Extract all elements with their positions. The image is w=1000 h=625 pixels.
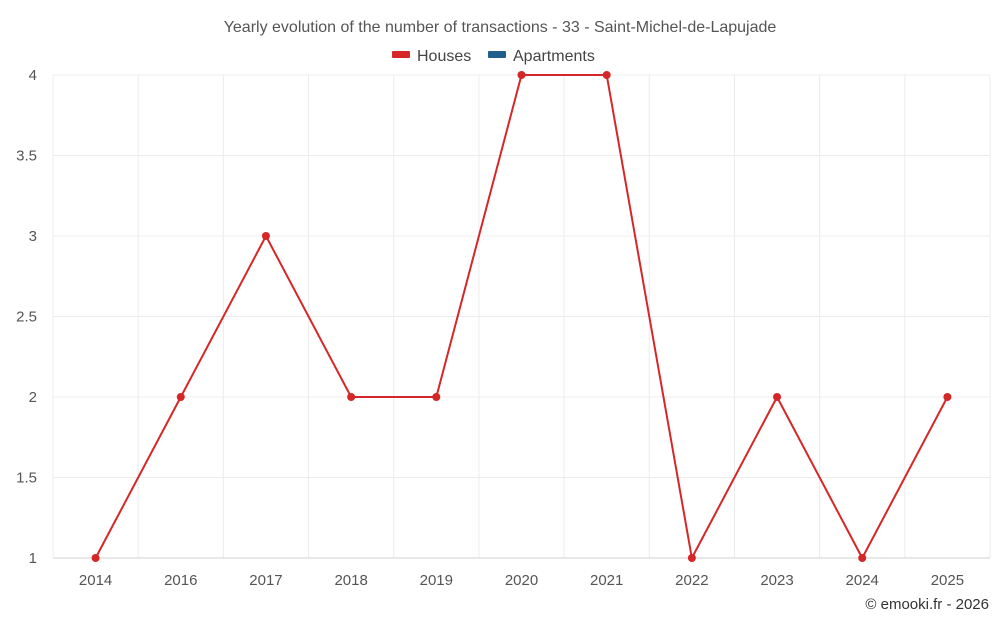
credit-text: © emooki.fr - 2026 <box>865 596 989 613</box>
legend-swatch <box>488 51 506 58</box>
chart-title: Yearly evolution of the number of transa… <box>224 19 777 36</box>
y-axis: 1 1.5 2 2.5 3 3.5 4 <box>16 67 37 567</box>
data-point[interactable] <box>687 554 696 562</box>
x-tick-label: 2016 <box>164 572 197 589</box>
legend: Houses Apartments <box>392 48 595 65</box>
x-tick-label: 2023 <box>760 572 793 589</box>
data-point[interactable] <box>773 393 782 401</box>
legend-label: Apartments <box>513 48 595 65</box>
x-tick-label: 2024 <box>846 572 879 589</box>
grid <box>52 74 991 558</box>
legend-label: Houses <box>417 48 471 65</box>
x-tick-label: 2014 <box>79 572 112 589</box>
y-tick-label: 4 <box>29 67 37 84</box>
data-point[interactable] <box>91 554 100 562</box>
data-point[interactable] <box>943 393 952 401</box>
data-point[interactable] <box>602 71 611 79</box>
legend-item-apartments[interactable]: Apartments <box>488 48 595 65</box>
x-tick-label: 2020 <box>505 572 538 589</box>
legend-item-houses[interactable]: Houses <box>392 48 471 65</box>
y-tick-label: 2.5 <box>16 309 37 326</box>
y-tick-label: 1 <box>29 550 37 567</box>
data-point[interactable] <box>432 393 441 401</box>
data-point[interactable] <box>347 393 356 401</box>
y-tick-label: 3 <box>29 228 37 245</box>
x-tick-label: 2019 <box>420 572 453 589</box>
x-tick-label: 2018 <box>334 572 367 589</box>
x-tick-label: 2017 <box>249 572 282 589</box>
x-axis: 2014 2016 2017 2018 2019 2020 2021 2022 2023 2024… <box>53 557 990 589</box>
data-point[interactable] <box>517 71 526 79</box>
data-point[interactable] <box>261 232 270 240</box>
x-tick-label: 2025 <box>931 572 964 589</box>
x-tick-label: 2021 <box>590 572 623 589</box>
data-point[interactable] <box>858 554 867 562</box>
series-layer <box>91 71 952 562</box>
legend-swatch <box>392 51 410 58</box>
y-tick-label: 2 <box>29 389 37 406</box>
y-tick-label: 3.5 <box>16 148 37 165</box>
data-point[interactable] <box>176 393 185 401</box>
y-tick-label: 1.5 <box>16 470 37 487</box>
x-tick-label: 2022 <box>675 572 708 589</box>
